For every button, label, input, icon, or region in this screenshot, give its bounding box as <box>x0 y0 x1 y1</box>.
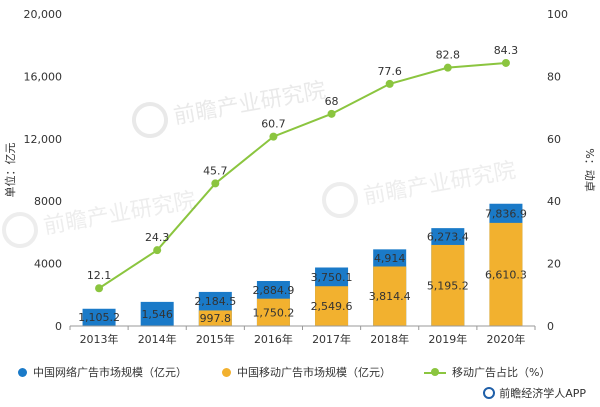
bar-network <box>82 308 116 326</box>
legend: 中国网络广告市场规模（亿元） 中国移动广告市场规模（亿元） 移动广告占比（%） <box>0 362 600 382</box>
data-label-network: 6,273.4 <box>427 231 469 244</box>
source-logo-icon <box>483 387 496 399</box>
legend-ratio-label: 移动广告占比（%） <box>452 366 551 379</box>
bar-mobile <box>489 222 523 326</box>
y-tick-label-left: 8000 <box>34 195 62 208</box>
ratio-point <box>443 63 452 72</box>
x-tick-label: 2013年 <box>80 332 119 346</box>
x-tick-label: 2018年 <box>370 332 409 346</box>
data-labels: 1,105.2 1,546 2,184.5 2,884.9 3,750.1 4,914 6,… <box>78 44 527 325</box>
ratio-point <box>385 79 394 88</box>
axes: 0 4000 8000 12,000 16,000 20,000 0 20 40 60 80 100 2… <box>24 8 569 346</box>
data-label-mobile: 997.8 <box>200 312 232 325</box>
ratio-point <box>501 58 510 67</box>
ratio-point <box>95 284 104 293</box>
data-label-ratio: 84.3 <box>494 44 519 57</box>
ratio-line <box>95 58 510 293</box>
bar-mobile <box>431 244 465 326</box>
y-tick-label-right: 80 <box>547 70 561 83</box>
ratio-point <box>327 109 336 118</box>
legend-ratio-swatch <box>424 367 446 377</box>
y-tick-label-left: 20,000 <box>24 8 63 21</box>
legend-item-ratio: 移动广告占比（%） <box>424 362 550 382</box>
data-label-network: 7,836.9 <box>485 207 527 220</box>
y-tick-label-left: 4000 <box>34 258 62 271</box>
y-tick-label-right: 0 <box>547 320 554 333</box>
legend-item-network: 中国网络广告市场规模（亿元） <box>18 362 187 382</box>
ratio-point <box>269 132 278 141</box>
ratio-point <box>211 179 220 188</box>
data-label-ratio: 24.3 <box>145 231 170 244</box>
source-credit: 前瞻经济学人APP <box>483 385 586 401</box>
data-label-mobile: 1,750.2 <box>252 306 294 319</box>
y-tick-label-right: 60 <box>547 133 561 146</box>
data-label-ratio: 60.7 <box>261 118 286 131</box>
data-label-network: 1,105.2 <box>78 311 120 324</box>
data-label-mobile: 2,549.6 <box>311 300 353 313</box>
data-label-network: 4,914 <box>374 252 406 265</box>
data-label-network: 2,184.5 <box>194 295 236 308</box>
data-label-ratio: 77.6 <box>377 65 402 78</box>
data-label-ratio: 68 <box>325 95 339 108</box>
y-tick-label-left: 12,000 <box>24 133 63 146</box>
y-tick-label-right: 20 <box>547 258 561 271</box>
y-tick-label-left: 0 <box>55 320 62 333</box>
bar-network <box>140 301 174 326</box>
source-text: 前瞻经济学人APP <box>499 387 586 400</box>
x-tick-label: 2017年 <box>312 332 351 346</box>
y-tick-label-right: 100 <box>547 8 568 21</box>
legend-network-label: 中国网络广告市场规模（亿元） <box>33 366 187 379</box>
x-tick-label: 2015年 <box>196 332 235 346</box>
x-tick-label: 2014年 <box>138 332 177 346</box>
data-label-ratio: 12.1 <box>87 269 112 282</box>
data-label-mobile: 6,610.3 <box>485 268 527 281</box>
bar-mobile <box>198 310 232 326</box>
y-axis-title-left: 单位：亿元 <box>3 143 17 198</box>
data-label-ratio: 45.7 <box>203 164 228 177</box>
data-label-mobile: 5,195.2 <box>427 279 469 292</box>
x-tick-label: 2019年 <box>428 332 467 346</box>
y-tick-label-left: 16,000 <box>24 70 63 83</box>
y-axis-title-right: %：动卓 <box>583 148 596 191</box>
data-label-network: 3,750.1 <box>311 271 353 284</box>
x-tick-label: 2020年 <box>486 332 525 346</box>
data-label-mobile: 3,814.4 <box>369 290 411 303</box>
legend-item-mobile: 中国移动广告市场规模（亿元） <box>222 362 391 382</box>
ratio-line-path <box>98 61 507 290</box>
bar-mobile <box>315 286 349 326</box>
data-label-network: 2,884.9 <box>252 284 294 297</box>
ratio-point <box>153 246 162 255</box>
data-label-network: 1,546 <box>141 308 173 321</box>
legend-mobile-swatch <box>222 367 231 377</box>
legend-network-swatch <box>18 367 27 377</box>
y-tick-label-right: 40 <box>547 195 561 208</box>
bar-mobile <box>373 266 407 326</box>
legend-mobile-label: 中国移动广告市场规模（亿元） <box>237 366 391 379</box>
bar-mobile <box>256 298 290 326</box>
data-label-ratio: 82.8 <box>436 49 461 62</box>
x-tick-label: 2016年 <box>254 332 293 346</box>
bars <box>82 203 523 326</box>
